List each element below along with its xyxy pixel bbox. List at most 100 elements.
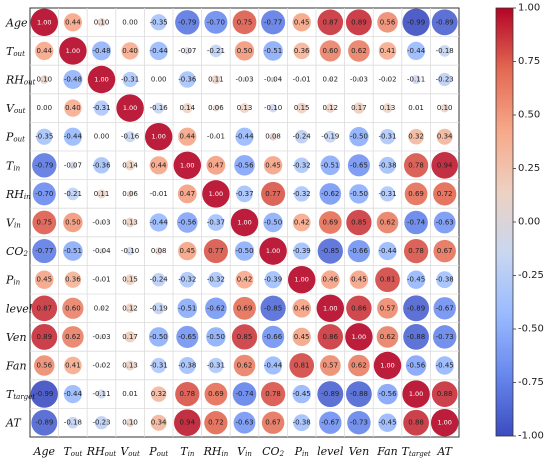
correlation-circle [233, 411, 256, 434]
cell-value-label: -0.31 [150, 362, 168, 370]
cell-value-label: 0.94 [180, 419, 196, 427]
cell-value-label: 0.10 [37, 76, 53, 84]
correlation-circle [293, 414, 311, 432]
cell-value-label: 1.00 [151, 133, 165, 141]
correlation-circle [406, 41, 426, 61]
correlation-circle [126, 190, 134, 198]
colorbar-tick-label: -0.50 [518, 324, 544, 335]
cell-value-label: -0.62 [207, 304, 225, 312]
correlation-circle [148, 327, 169, 347]
cell-value-label: -0.21 [207, 47, 225, 55]
correlation-circle [356, 77, 362, 82]
cell-value-label: 1.00 [37, 18, 51, 26]
correlation-circle [403, 409, 429, 436]
correlation-circle [175, 10, 200, 35]
cell-value-label: -0.45 [293, 390, 311, 398]
correlation-circle [379, 156, 396, 174]
correlation-circle [176, 325, 199, 348]
column-label: Vin [237, 445, 252, 459]
correlation-circle [63, 127, 83, 146]
cell-value-label: 0.77 [265, 190, 281, 198]
cell-value-label: 0.56 [37, 362, 53, 370]
cell-value-label: -0.03 [92, 333, 110, 341]
row-label: level [6, 302, 33, 315]
cell-value-label: 0.14 [180, 104, 196, 112]
cell-value-label: -0.66 [350, 247, 369, 255]
correlation-circle [317, 324, 344, 350]
correlation-circle [152, 302, 165, 315]
correlation-circle [235, 127, 254, 146]
correlation-circle [346, 381, 372, 407]
cell-value-label: -0.73 [350, 419, 368, 427]
cell-value-label: 0.06 [122, 190, 138, 198]
correlation-circle [261, 181, 286, 206]
correlation-circle [263, 212, 283, 233]
cell-value-label: -0.89 [407, 304, 425, 312]
correlation-circle [151, 272, 166, 287]
correlation-circle [30, 8, 59, 37]
cell-value-label: 0.87 [323, 18, 339, 26]
correlation-circle [179, 271, 196, 288]
cell-value-label: -0.18 [436, 47, 454, 55]
correlation-circle [151, 357, 167, 374]
cell-value-label: -0.19 [150, 304, 168, 312]
cell-value-label: 0.62 [380, 333, 396, 341]
cell-value-label: -0.79 [178, 18, 196, 26]
colorbar-tick-label: 0.50 [518, 110, 540, 121]
cell-value-label: -0.07 [64, 161, 82, 169]
cell-value-label: -0.50 [264, 219, 282, 227]
cell-value-label: -0.23 [436, 76, 454, 84]
cell-value-label: 0.46 [323, 276, 339, 284]
cell-value-label: -0.35 [150, 18, 168, 26]
correlation-circle [345, 9, 372, 36]
cell-value-label: -0.63 [436, 219, 454, 227]
cell-value-label: 0.45 [294, 18, 310, 26]
row-label: Fan [5, 359, 27, 372]
cell-value-label: -0.16 [150, 104, 169, 112]
correlation-circle [377, 383, 398, 405]
correlation-circle [433, 297, 456, 320]
cell-value-label: 0.02 [94, 304, 110, 312]
correlation-circle [293, 186, 310, 202]
column-label: Vout [120, 445, 140, 459]
cell-value-label: 1.00 [352, 333, 366, 341]
cell-value-label: -0.65 [178, 333, 196, 341]
correlation-circle [431, 151, 459, 179]
cell-value-label: 0.62 [65, 333, 81, 341]
cell-value-label: 1.00 [180, 161, 194, 169]
cell-value-label: 0.77 [208, 247, 224, 255]
cell-value-label: -0.62 [321, 190, 339, 198]
cell-value-label: 1.00 [323, 304, 337, 312]
correlation-circle [293, 242, 311, 260]
row-label: Tout [6, 44, 25, 58]
correlation-circle [318, 211, 342, 234]
cell-value-label: -0.56 [378, 390, 397, 398]
cell-value-label: -0.38 [436, 276, 454, 284]
correlation-circle [63, 384, 83, 404]
correlation-circle [32, 239, 57, 264]
cell-value-label: 0.60 [65, 304, 81, 312]
cell-value-label: -0.07 [178, 47, 196, 55]
correlation-circle [35, 270, 54, 289]
cell-value-label: 0.46 [294, 304, 310, 312]
cell-value-label: 0.01 [408, 104, 424, 112]
cell-value-label: 0.62 [380, 219, 396, 227]
cell-value-label: -0.02 [378, 76, 396, 84]
cell-value-label: -0.01 [207, 133, 225, 141]
cell-value-label: 0.72 [437, 190, 453, 198]
cell-value-label: -0.44 [64, 133, 83, 141]
cell-value-label: 0.06 [208, 104, 224, 112]
cell-value-label: -0.44 [150, 219, 169, 227]
correlation-circle [178, 241, 197, 261]
correlation-circle [202, 180, 230, 208]
cell-value-label: 0.13 [122, 362, 138, 370]
correlation-circle [436, 128, 453, 145]
correlation-circle [268, 103, 278, 113]
correlation-circle [319, 40, 341, 62]
correlation-circle [149, 213, 168, 232]
correlation-circle [96, 189, 107, 199]
cell-value-label: 0.11 [94, 190, 110, 198]
colorbar-tick-label: 0.25 [518, 163, 540, 174]
cell-value-label: 0.78 [408, 247, 424, 255]
correlation-circle [289, 353, 315, 378]
